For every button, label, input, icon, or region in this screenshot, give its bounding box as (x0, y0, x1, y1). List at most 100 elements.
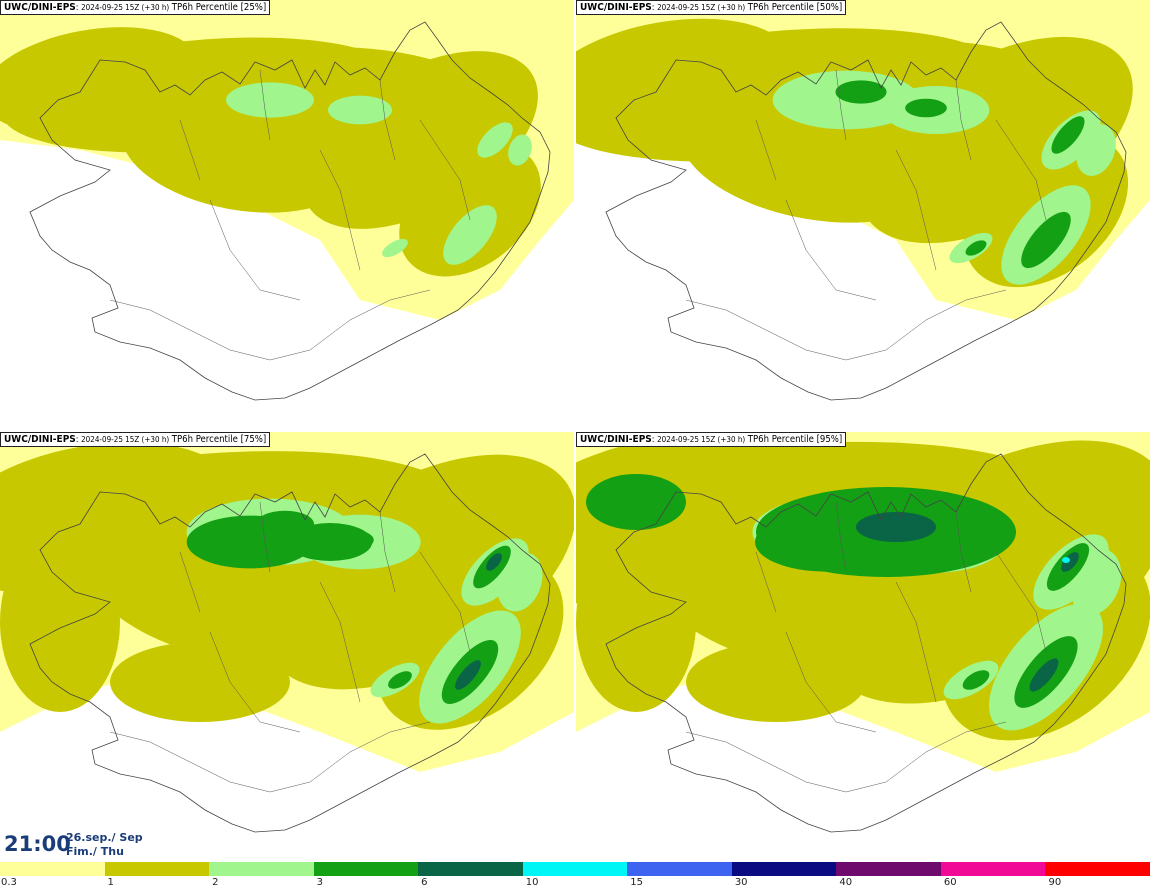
road-line (785, 199, 877, 301)
precip-contour (1061, 552, 1079, 572)
road-line (209, 631, 301, 733)
coastline (605, 21, 1127, 401)
precip-contour (508, 134, 532, 166)
dry-area (686, 180, 936, 360)
road-line (895, 581, 937, 703)
precip-contour (0, 532, 120, 712)
precip-contour (576, 532, 696, 712)
coastline (605, 453, 1127, 833)
legend-tick-label: 15 (630, 877, 643, 888)
field-label: TP6h Percentile [25%] (171, 2, 267, 13)
precip-contour (455, 660, 481, 690)
map-panel-p25: UWC/DINI-EPS: 2024-09-25 15Z (+30 h) TP6… (0, 0, 574, 428)
precip-contour (186, 515, 314, 569)
map-panel-p75: UWC/DINI-EPS: 2024-09-25 15Z (+30 h) TP6… (0, 432, 574, 860)
road-line (419, 119, 471, 221)
precip-contour (686, 642, 866, 722)
legend-tick-label: 40 (839, 877, 853, 888)
legend-tick-label: 60 (943, 877, 957, 888)
legend-swatch (209, 862, 314, 876)
precip-contour (586, 474, 686, 530)
map-panel-p50: UWC/DINI-EPS: 2024-09-25 15Z (+30 h) TP6… (576, 0, 1150, 428)
precip-contour (0, 442, 234, 582)
color-legend-labels: 0.3 1 2 3 6 10 15 30 40 60 90 (0, 876, 1150, 891)
run-time: 2024-09-25 15Z (+30 h) (657, 3, 746, 12)
road-line (259, 69, 271, 141)
field-label: TP6h Percentile [50%] (747, 2, 843, 13)
road-line (995, 551, 1047, 653)
precip-contour (835, 80, 887, 104)
precip-contour (399, 143, 541, 277)
precip-contour (965, 240, 987, 256)
road-line (785, 631, 877, 733)
valid-hour: 21:00 (4, 832, 71, 856)
road-line (109, 289, 431, 361)
valid-date: 26.sep./ Sep (66, 831, 143, 844)
precip-contour (905, 98, 947, 118)
precip-contour (121, 87, 359, 213)
legend-tick-label: 6 (421, 877, 428, 888)
legend-swatch (418, 862, 523, 876)
road-line (259, 501, 271, 573)
precip-contour (443, 205, 497, 265)
legend-swatch (104, 862, 210, 876)
legend-swatch (313, 862, 419, 876)
road-line (835, 69, 847, 141)
precip-map (0, 0, 574, 401)
road-line (755, 119, 777, 181)
legend-swatch (522, 862, 628, 876)
precip-contour (382, 238, 408, 258)
precip-contour (486, 553, 502, 571)
legend-swatch (836, 862, 941, 876)
precip-contour (388, 671, 412, 689)
panel-title: UWC/DINI-EPS: 2024-09-25 15Z (+30 h) TP6… (0, 432, 271, 447)
precip-contour (110, 642, 290, 722)
legend-swatch (0, 862, 105, 876)
run-time: 2024-09-25 15Z (+30 h) (81, 3, 170, 12)
run-time: 2024-09-25 15Z (+30 h) (657, 435, 746, 444)
panel-title: UWC/DINI-EPS: 2024-09-25 15Z (+30 h) TP6… (576, 432, 847, 447)
road-line (955, 79, 972, 161)
road-line (419, 551, 471, 653)
model-name: UWC/DINI-EPS (580, 434, 652, 445)
precip-contour (287, 522, 373, 562)
precip-contour (0, 27, 199, 133)
road-line (835, 501, 847, 573)
legend-tick-label: 10 (525, 877, 539, 888)
legend-tick-label: 1 (107, 877, 114, 888)
run-time: 2024-09-25 15Z (+30 h) (81, 435, 170, 444)
legend-swatch (940, 862, 1046, 876)
field-label: TP6h Percentile [75%] (171, 434, 267, 445)
dry-area (110, 180, 360, 360)
valid-time-box: 21:00 26.sep./ Sep Fim./ Thu (0, 828, 172, 862)
field-label: TP6h Percentile [95%] (747, 434, 843, 445)
precip-contour (1029, 664, 1053, 690)
model-name: UWC/DINI-EPS (4, 434, 76, 445)
road-line (755, 551, 777, 613)
legend-tick-label: 0.3 (1, 877, 17, 888)
legend-tick-label: 3 (316, 877, 323, 888)
precip-map (576, 432, 1150, 833)
precip-contour (856, 512, 936, 542)
legend-tick-label: 30 (734, 877, 748, 888)
road-line (379, 511, 396, 593)
legend-tick-label: 2 (212, 877, 219, 888)
model-name: UWC/DINI-EPS (4, 2, 76, 13)
road-line (379, 79, 396, 161)
precip-contour (1076, 124, 1116, 176)
road-line (895, 149, 937, 271)
road-line (685, 721, 1007, 793)
panel-title: UWC/DINI-EPS: 2024-09-25 15Z (+30 h) TP6… (576, 0, 847, 15)
road-line (995, 119, 1047, 221)
precip-contour (477, 122, 513, 158)
legend-swatch (731, 862, 837, 876)
model-name: UWC/DINI-EPS (580, 2, 652, 13)
precip-contour (1051, 116, 1085, 154)
precip-contour (226, 82, 314, 118)
coastline (29, 453, 551, 833)
road-line (685, 289, 1007, 361)
map-panel-p95: UWC/DINI-EPS: 2024-09-25 15Z (+30 h) TP6… (576, 432, 1150, 860)
precip-contour (576, 18, 793, 142)
coastline (29, 21, 551, 401)
precip-contour (328, 95, 392, 125)
